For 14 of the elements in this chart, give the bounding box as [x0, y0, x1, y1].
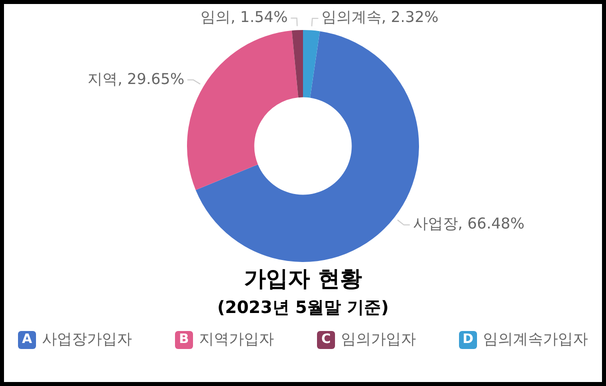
legend-label: 사업장가입자	[42, 330, 132, 349]
data-label: 사업장, 66.48%	[412, 214, 525, 233]
text: B	[175, 330, 193, 348]
data-label: 지역, 29.65%	[88, 70, 184, 88]
legend-label: 지역가입자	[199, 330, 274, 349]
legend-label: 임의가입자	[341, 330, 416, 349]
legend-label: 임의계속가입자	[483, 330, 588, 349]
text: 가입자 현황	[243, 266, 363, 294]
text: D	[459, 330, 477, 348]
data-label: 임의, 1.54%	[200, 8, 288, 26]
text: C	[317, 330, 335, 348]
data-label: 임의계속, 2.32%	[321, 8, 439, 26]
text: (2023년 5월말 기준)	[216, 297, 390, 320]
text: A	[18, 330, 36, 348]
